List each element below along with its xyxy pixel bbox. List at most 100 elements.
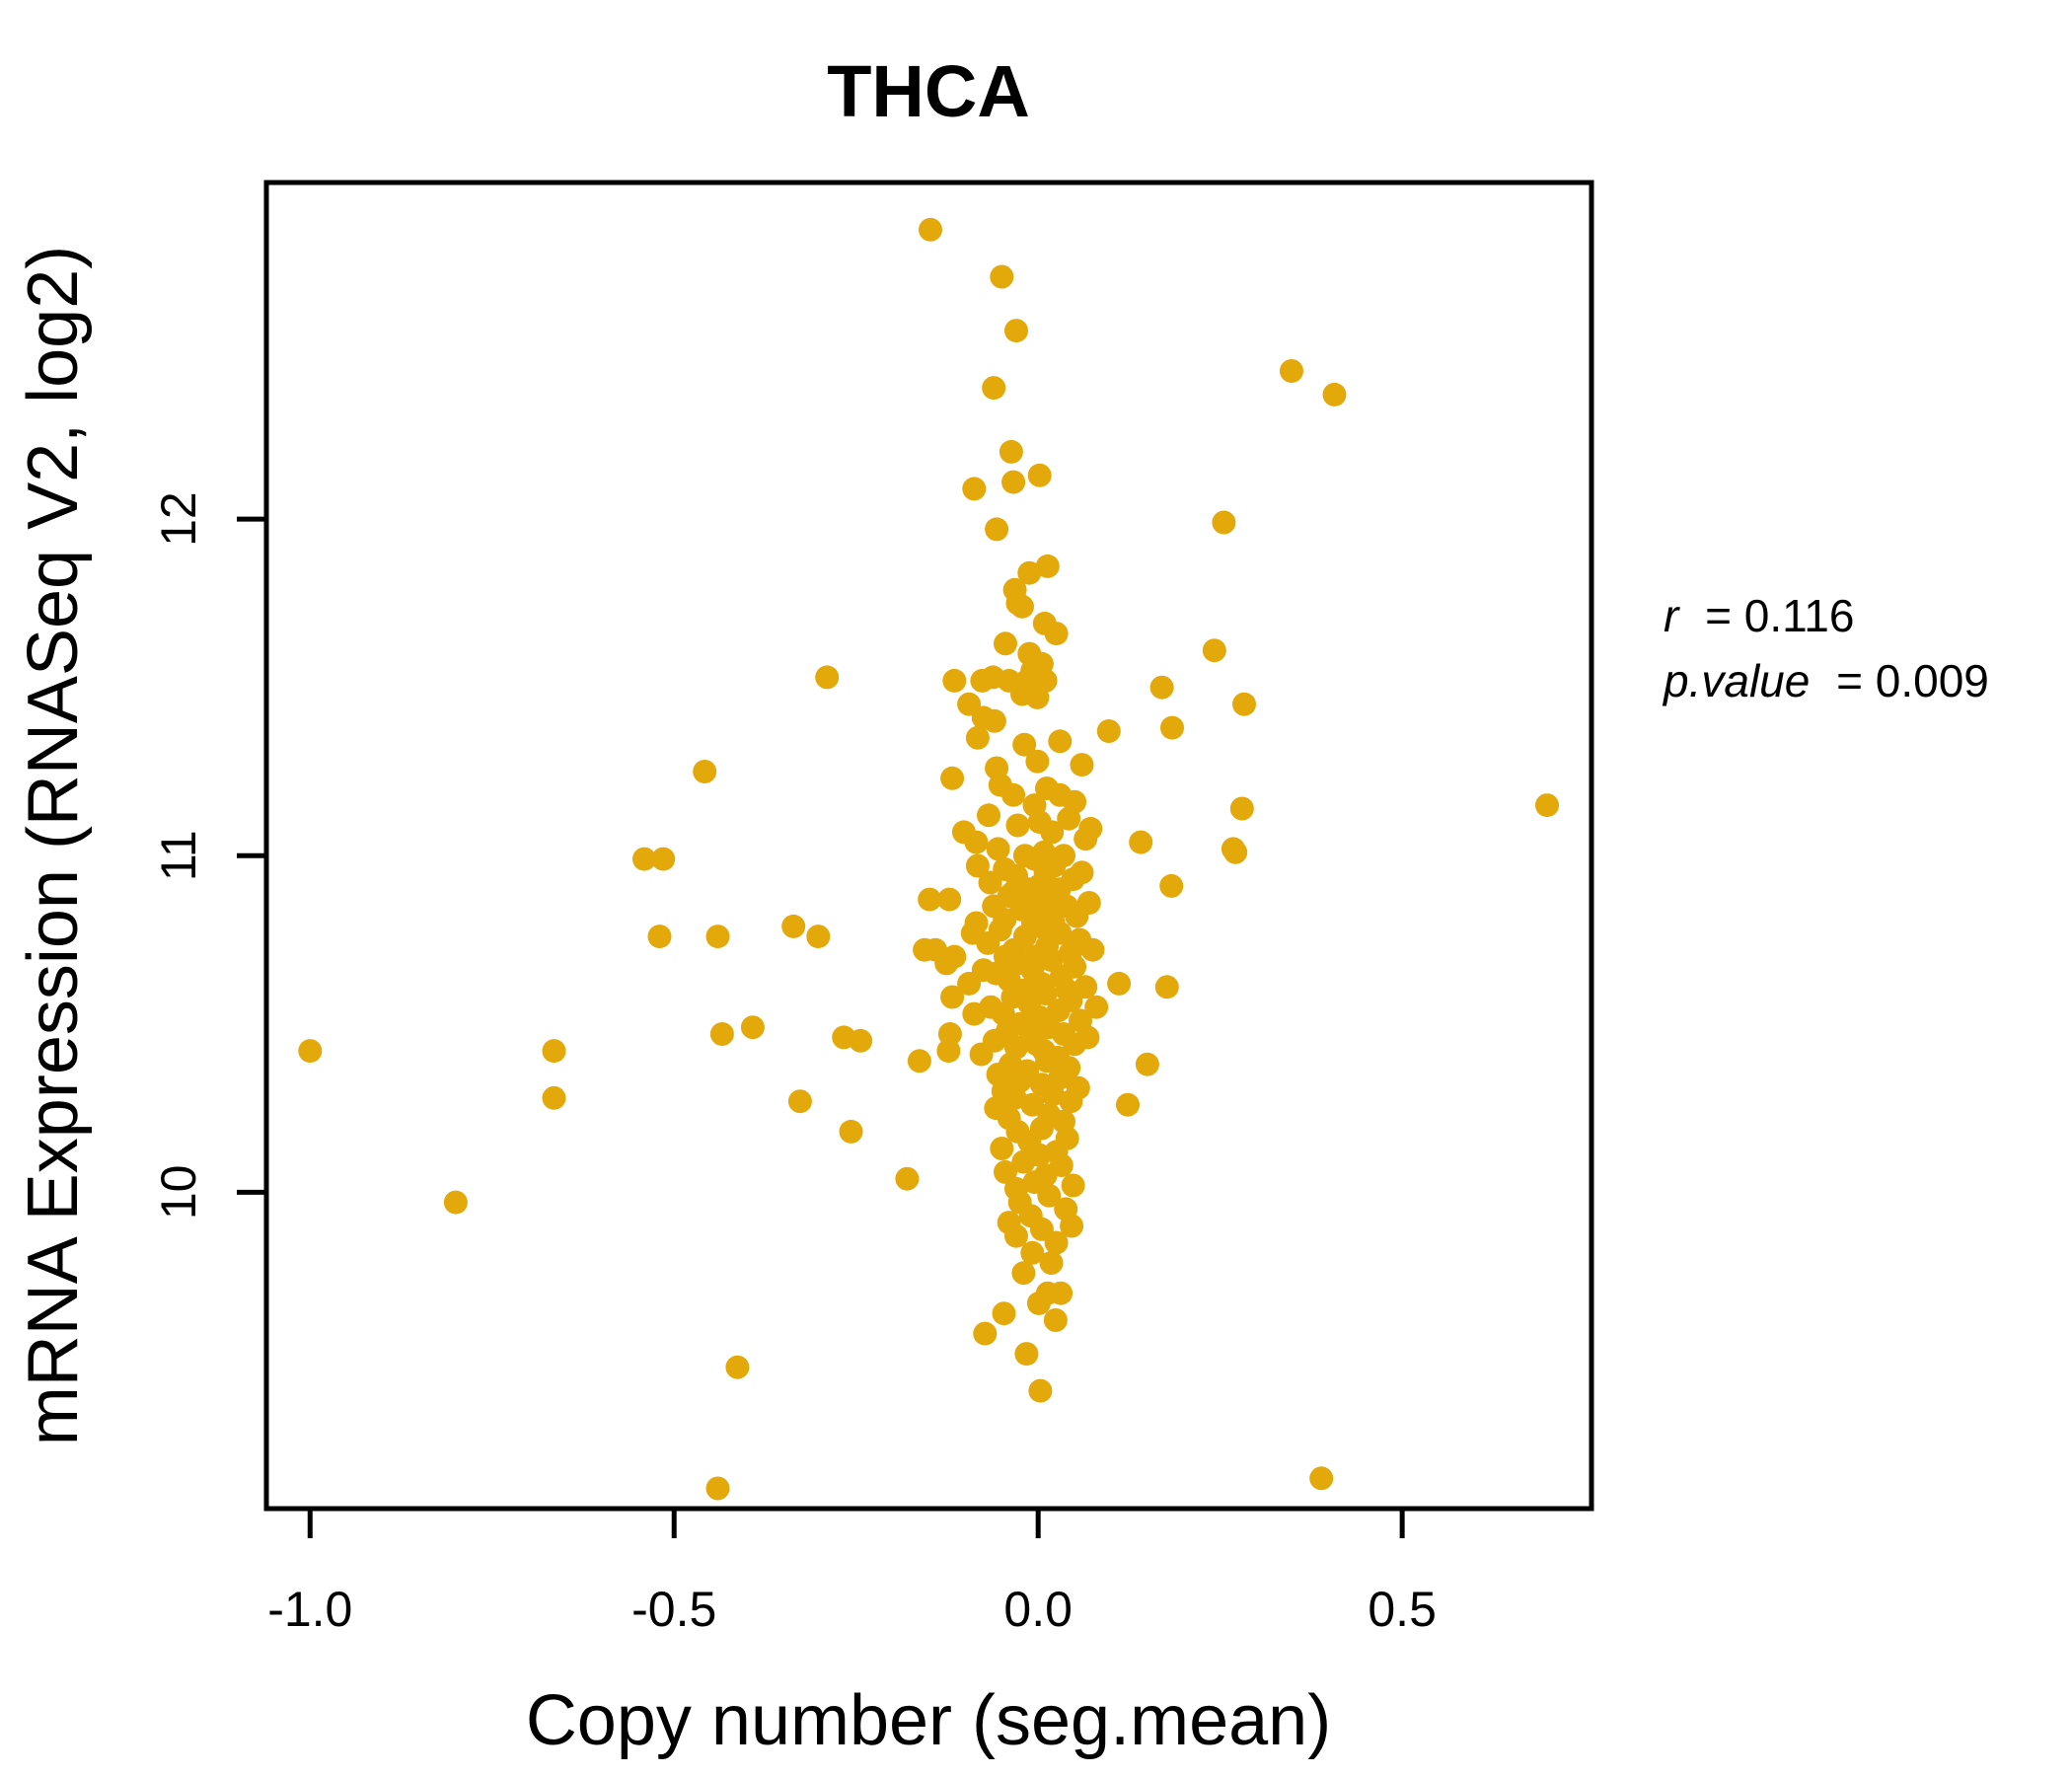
data-point — [806, 925, 831, 949]
x-axis: -1.0 -0.5 0.0 0.5 — [267, 1509, 1437, 1637]
data-point — [1040, 1082, 1065, 1107]
data-point — [936, 1039, 961, 1064]
data-point — [1014, 1342, 1039, 1367]
data-point — [1040, 820, 1065, 845]
data-point — [632, 847, 656, 871]
data-point — [1017, 560, 1042, 585]
data-point — [918, 887, 942, 912]
y-tick-label: 12 — [151, 491, 206, 547]
data-point — [940, 766, 965, 790]
data-point — [1221, 837, 1245, 861]
data-point — [1039, 1251, 1064, 1275]
r-equation: = 0.116 — [1705, 590, 1854, 641]
data-point — [1027, 463, 1052, 487]
data-point — [1149, 675, 1174, 700]
data-point — [787, 1089, 812, 1114]
correlation-annotation: r = 0.116 p.value = 0.009 — [1662, 590, 1989, 706]
data-point — [839, 1119, 863, 1144]
plot-box — [263, 180, 1594, 1512]
data-point — [1063, 1032, 1087, 1057]
data-point — [849, 1028, 873, 1053]
data-point — [693, 760, 717, 783]
data-point — [1059, 1089, 1083, 1114]
x-tick-label: -0.5 — [631, 1582, 716, 1637]
data-point — [1044, 622, 1069, 646]
data-point — [1096, 719, 1121, 743]
data-point — [969, 1042, 994, 1067]
data-point — [965, 725, 990, 750]
data-point — [940, 985, 965, 1009]
data-point — [1005, 813, 1030, 838]
data-point — [1020, 1240, 1045, 1265]
data-point — [1043, 1308, 1068, 1332]
data-point — [1035, 1049, 1059, 1073]
data-point — [705, 1476, 730, 1501]
y-axis: 10 11 12 — [151, 491, 266, 1220]
data-point — [992, 1301, 1016, 1326]
data-point — [965, 853, 990, 878]
r-label: r — [1664, 590, 1680, 641]
data-point — [1160, 715, 1184, 740]
data-point — [781, 914, 806, 938]
data-point — [1048, 729, 1073, 754]
data-point — [1004, 319, 1028, 343]
r-value-text: r = 0.116 — [1664, 590, 1854, 641]
data-point — [1004, 1223, 1028, 1248]
data-point — [815, 665, 840, 690]
data-point — [1044, 1230, 1069, 1255]
data-point — [1229, 796, 1254, 821]
data-point — [1070, 753, 1094, 777]
data-point — [542, 1085, 566, 1110]
data-point — [1232, 692, 1256, 716]
data-point — [1080, 937, 1105, 962]
data-point — [957, 971, 982, 996]
data-point — [990, 264, 1014, 289]
data-point — [1028, 1378, 1053, 1403]
data-point — [994, 631, 1017, 656]
data-point — [895, 1166, 920, 1191]
data-point — [1025, 685, 1050, 709]
data-point — [1061, 1173, 1085, 1198]
data-point — [1011, 1149, 1036, 1174]
p-value-text: p.value = 0.009 — [1662, 655, 1989, 706]
data-point — [1065, 904, 1089, 928]
x-tick-label: 0.0 — [1003, 1582, 1073, 1637]
data-point — [977, 803, 1000, 828]
x-tick-label: -1.0 — [267, 1582, 352, 1637]
data-point — [1535, 793, 1559, 818]
data-point — [298, 1039, 323, 1064]
data-point — [542, 1039, 566, 1064]
data-point — [1280, 359, 1303, 383]
data-point — [962, 1001, 987, 1026]
data-point — [1116, 1092, 1140, 1117]
data-point — [1154, 975, 1179, 999]
data-point — [942, 668, 967, 693]
data-point — [990, 1137, 1014, 1160]
data-point — [1107, 971, 1132, 996]
data-point — [994, 1159, 1017, 1184]
data-point — [962, 477, 987, 501]
data-point — [1202, 638, 1226, 663]
data-point — [976, 930, 1000, 955]
data-point — [1001, 470, 1026, 494]
data-point — [919, 217, 942, 242]
data-point — [982, 376, 1006, 401]
data-point — [907, 1049, 931, 1073]
data-point — [705, 925, 730, 949]
p-label: p.value — [1662, 655, 1810, 706]
x-tick-label: 0.5 — [1368, 1582, 1437, 1637]
x-axis-label: Copy number (seg.mean) — [526, 1681, 1331, 1760]
data-point — [986, 837, 1010, 861]
y-tick-label: 10 — [151, 1165, 206, 1221]
data-point — [999, 439, 1023, 464]
data-point — [1035, 554, 1060, 578]
data-point — [709, 1022, 734, 1046]
data-point — [982, 708, 1006, 733]
data-point — [443, 1190, 468, 1215]
scatter-points — [298, 217, 1559, 1501]
data-point — [964, 830, 989, 854]
y-tick-label: 11 — [151, 830, 206, 881]
chart-title: THCA — [827, 50, 1030, 132]
data-point — [1322, 382, 1347, 407]
data-point — [725, 1355, 750, 1379]
